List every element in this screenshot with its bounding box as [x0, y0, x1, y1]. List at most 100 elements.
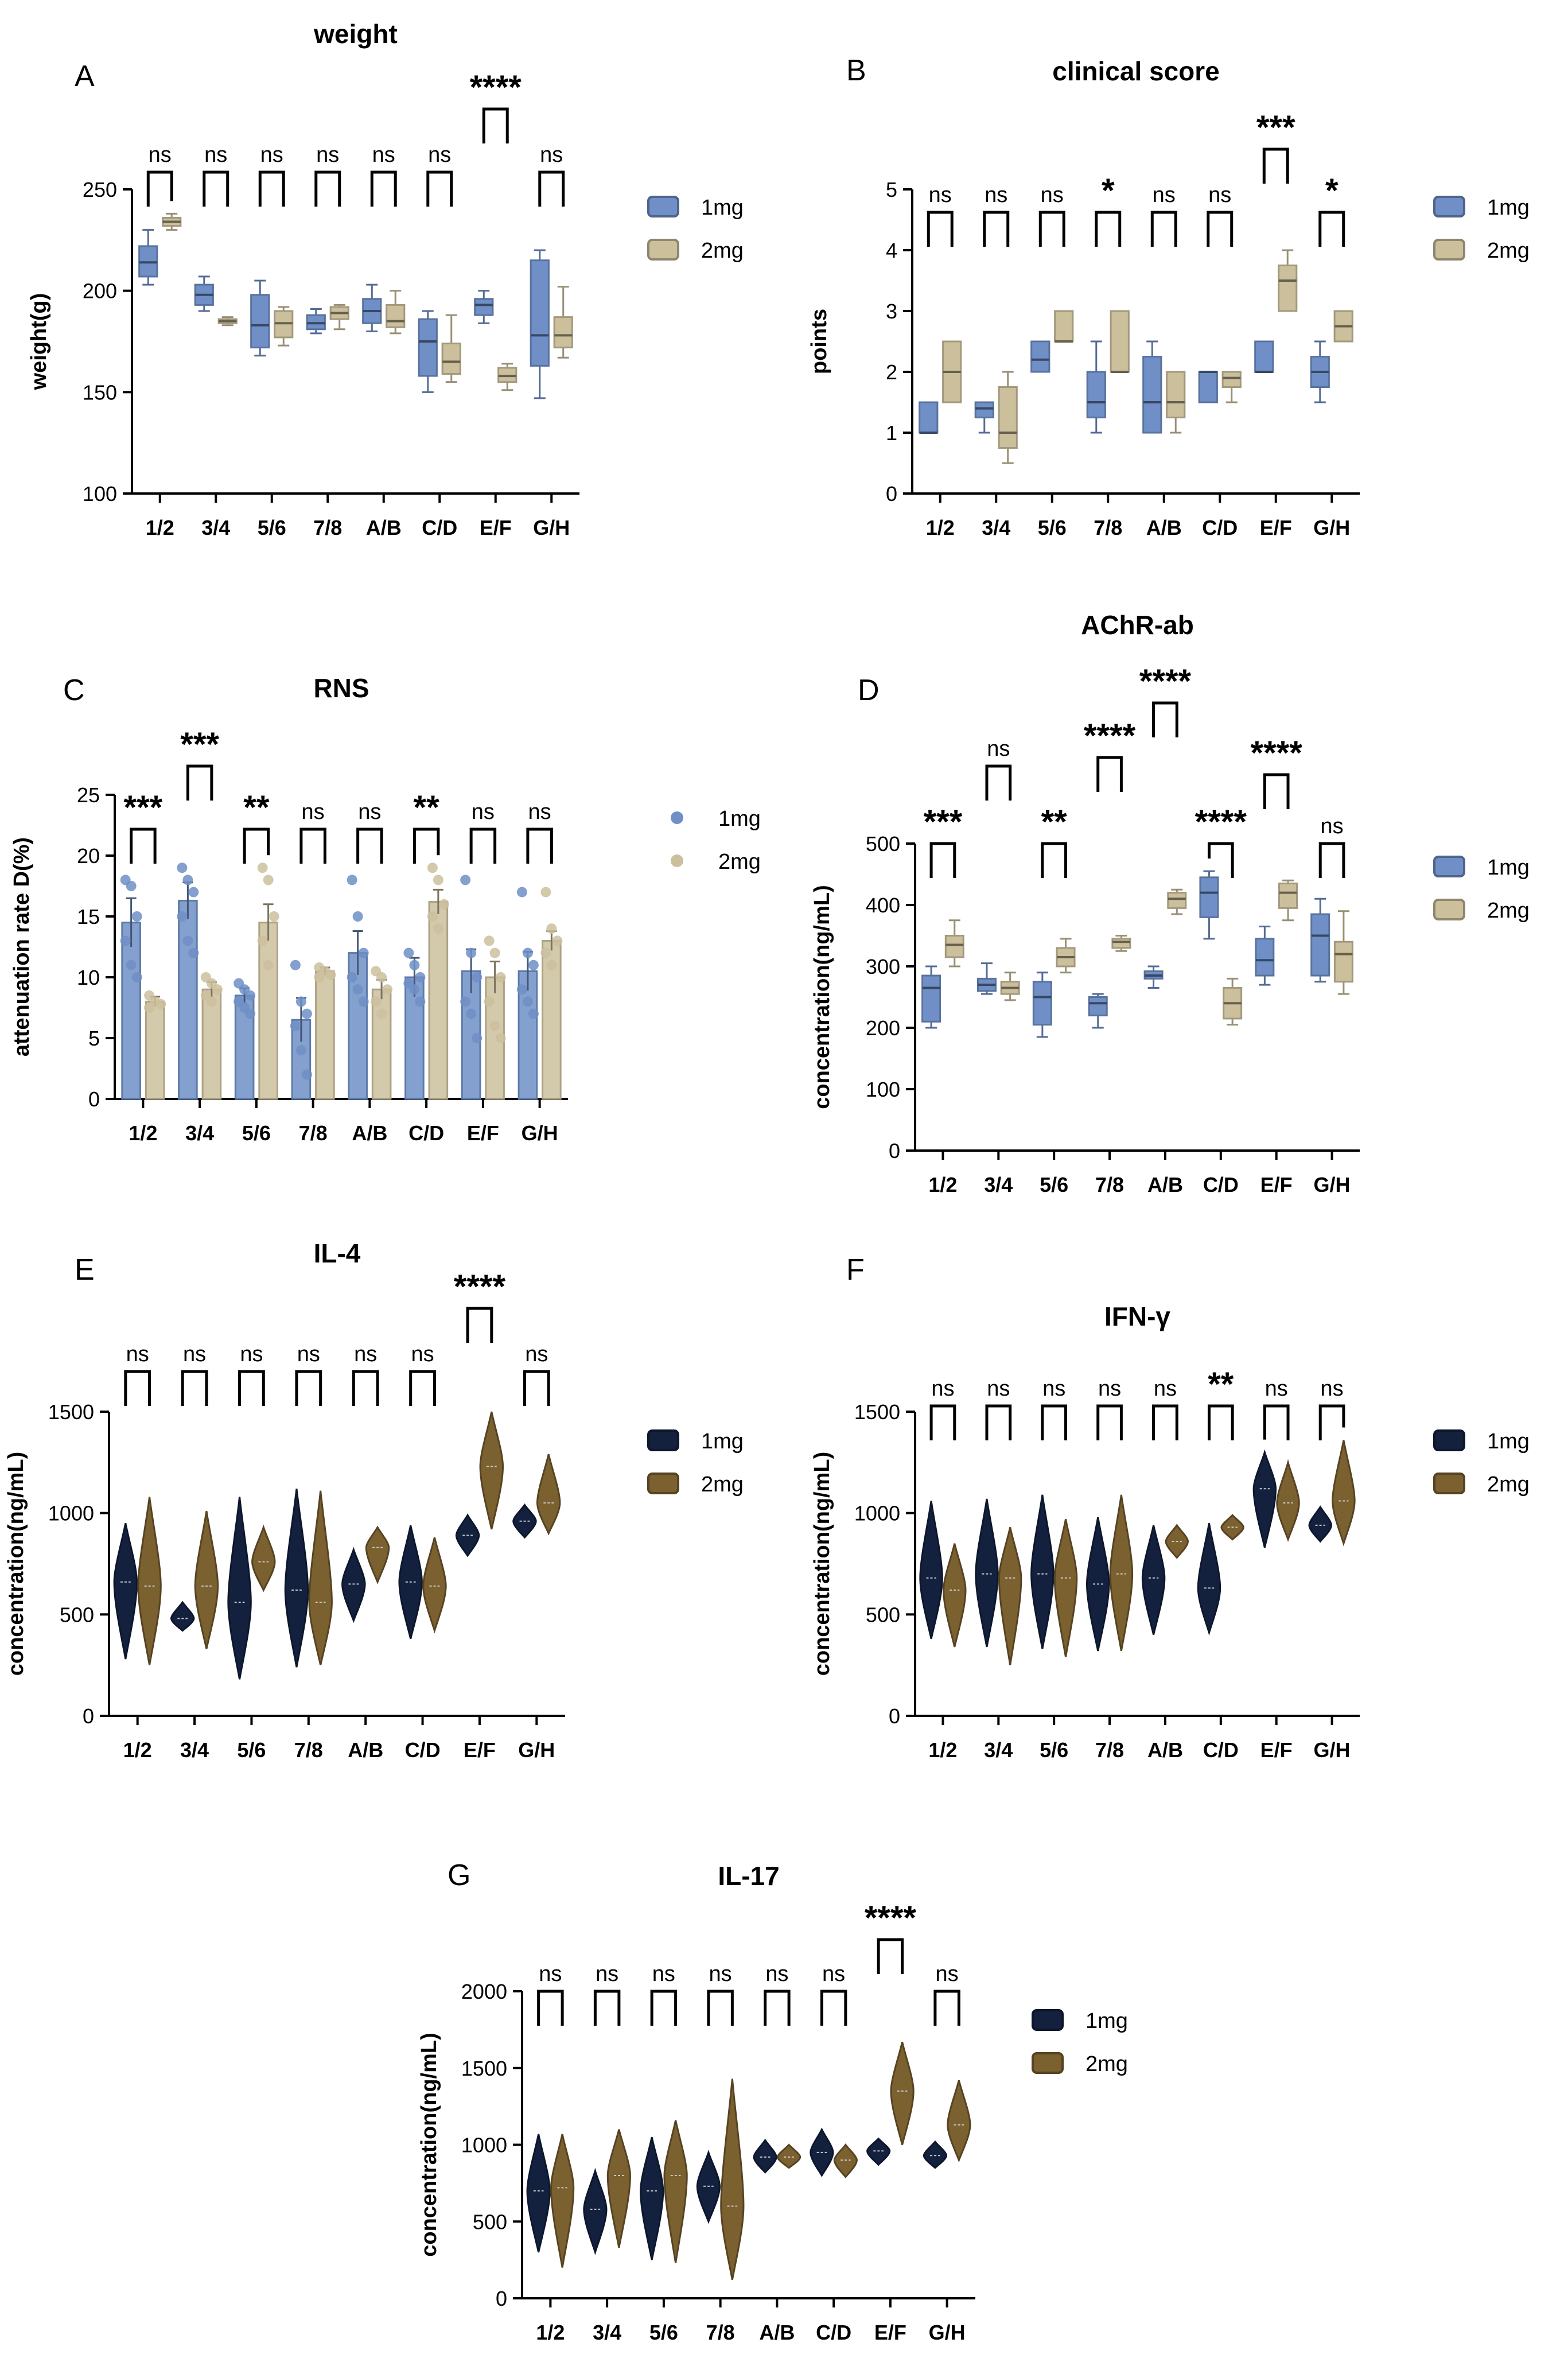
significance-bracket	[238, 1370, 265, 1406]
x-tick-label: E/F	[467, 1121, 499, 1145]
legend-label: 1mg	[701, 1429, 744, 1454]
significance-bracket	[1263, 1404, 1290, 1440]
y-tick-label: 3	[886, 300, 897, 323]
significance-label: ns	[240, 1342, 263, 1366]
x-tick-label: C/D	[816, 2321, 851, 2344]
significance-label: *	[1325, 172, 1339, 209]
y-tick-label: 0	[496, 2287, 507, 2310]
data-point	[245, 1008, 256, 1019]
data-point	[522, 996, 533, 1007]
y-axis-label: weight(g)	[27, 293, 51, 391]
significance-label: ns	[528, 800, 551, 824]
significance-bracket	[426, 170, 453, 207]
box	[1030, 340, 1050, 373]
data-point	[484, 996, 495, 1007]
significance-label: ns	[822, 1962, 845, 1986]
data-point	[325, 969, 336, 980]
data-point	[433, 875, 443, 885]
significance-bracket	[929, 1404, 956, 1440]
y-axis-label: points	[807, 309, 831, 374]
data-point	[188, 947, 199, 958]
violin	[583, 2167, 608, 2255]
significance-label: ****	[1084, 717, 1136, 755]
chart-panel: weight 100 150 200 250 weight(g) 1/2 ns 3/4 ns 5/6…	[27, 19, 744, 539]
legend-swatch	[1433, 1473, 1465, 1494]
violin	[194, 1510, 219, 1649]
chart-panel: clinical score 0 1 2 3 4 5 points 1/2 ns 3/4 ns 5/6 n…	[807, 56, 1530, 539]
significance-label: **	[1041, 803, 1068, 841]
significance-label: ns	[709, 1962, 732, 1986]
chart-panel: IL-17 0 500 1000 1500 2000 concentration(ng/mL…	[417, 1861, 1128, 2344]
significance-label: ns	[525, 1342, 548, 1366]
legend-label: 2mg	[1487, 899, 1530, 923]
significance-bracket	[983, 211, 1010, 247]
y-axis-label: concentration(ng/mL)	[417, 2033, 441, 2257]
data-point	[466, 947, 477, 958]
significance-label: ns	[929, 183, 952, 207]
box	[530, 259, 550, 367]
data-point	[182, 875, 193, 885]
data-point	[415, 972, 426, 982]
y-tick-label: 100	[83, 482, 117, 506]
violin	[720, 2078, 745, 2280]
y-tick-label: 200	[866, 1016, 900, 1040]
data-point	[495, 1033, 506, 1043]
x-tick-label: 1/2	[129, 1121, 157, 1145]
data-point	[427, 911, 438, 922]
data-point	[182, 935, 193, 946]
significance-label: ns	[372, 143, 395, 167]
y-axis-label: concentration(ng/mL)	[810, 1452, 834, 1676]
box	[386, 304, 406, 328]
significance-bracket	[1096, 1404, 1123, 1440]
data-point	[177, 911, 188, 922]
box	[1310, 913, 1330, 977]
x-tick-label: A/B	[352, 1121, 387, 1145]
x-tick-label: 3/4	[984, 1738, 1013, 1762]
y-tick-label: 150	[83, 380, 117, 404]
y-tick-label: 0	[88, 1087, 100, 1111]
legend-swatch	[1433, 856, 1465, 877]
significance-label: ns	[987, 1377, 1010, 1401]
significance-bracket	[181, 1370, 208, 1406]
significance-bracket	[482, 107, 509, 143]
significance-label: ns	[149, 143, 172, 167]
significance-bracket	[370, 170, 397, 207]
legend-label: 2mg	[1085, 2052, 1128, 2076]
x-tick-label: 7/8	[1095, 1738, 1124, 1762]
x-tick-label: C/D	[405, 1738, 441, 1762]
data-point	[263, 959, 274, 970]
data-point	[347, 972, 357, 982]
data-point	[484, 935, 495, 946]
data-point	[358, 996, 369, 1007]
y-tick-label: 10	[77, 966, 100, 989]
y-tick-label: 1500	[461, 2057, 507, 2080]
significance-bracket	[707, 1990, 734, 2026]
data-point	[301, 1069, 312, 1080]
data-point	[489, 947, 500, 958]
significance-label: ns	[358, 800, 381, 824]
box	[1166, 371, 1186, 418]
legend: 1mg 2mg	[647, 1429, 744, 1497]
bar	[121, 922, 141, 1100]
violin	[251, 1524, 276, 1592]
y-tick-label: 5	[886, 178, 897, 201]
data-point	[212, 984, 223, 995]
significance-label: ns	[204, 143, 227, 167]
bar	[178, 899, 198, 1100]
box	[919, 401, 939, 434]
significance-label: ns	[652, 1962, 675, 1986]
legend: 1mg 2mg	[1433, 856, 1530, 923]
data-point	[352, 911, 363, 922]
x-tick-label: 5/6	[242, 1121, 271, 1145]
x-tick-label: C/D	[408, 1121, 444, 1145]
legend-swatch	[671, 854, 683, 867]
chart-title: weight	[313, 19, 398, 49]
significance-bracket	[877, 1938, 904, 1974]
y-tick-label: 1000	[854, 1502, 900, 1525]
data-point	[409, 984, 420, 995]
chart-title: AChR-ab	[1081, 610, 1194, 640]
y-tick-label: 250	[83, 178, 117, 201]
x-tick-label: 7/8	[1095, 1173, 1124, 1196]
significance-bracket	[1207, 211, 1234, 247]
y-tick-label: 25	[77, 783, 100, 807]
